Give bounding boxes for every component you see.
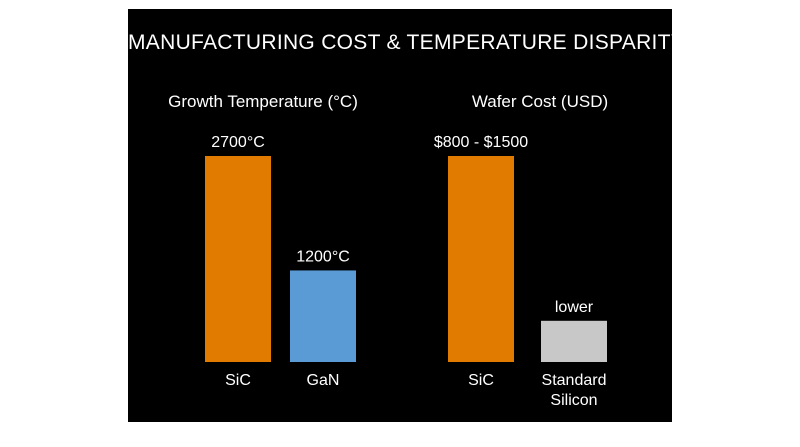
gan-temperature-data-label: 1200°C <box>296 248 350 265</box>
growth-temperature-title: Growth Temperature (°C) <box>168 92 358 111</box>
sic-cost-data-label: $800 - $1500 <box>434 134 528 151</box>
bar-charts: 2700°C SiC 1200°C GaN $800 - $1500 SiC lower St… <box>205 134 607 409</box>
gan-temperature-bar <box>290 270 356 362</box>
sic-temperature-bar <box>205 156 271 362</box>
sic-temperature-data-label: 2700°C <box>211 134 265 151</box>
wafer-cost-title: Wafer Cost (USD) <box>471 92 609 111</box>
silicon-cost-bar <box>541 320 607 362</box>
sic-cost-bar <box>448 156 514 362</box>
silicon-cost-category-label: Standard Silicon <box>542 372 607 409</box>
chart-panel: MANUFACTURING COST & TEMPERATURE DISPARI… <box>128 9 686 422</box>
silicon-cost-data-label: lower <box>555 299 594 316</box>
gan-temperature-category-label: GaN <box>307 372 340 389</box>
chart-title: MANUFACTURING COST & TEMPERATURE DISPARI… <box>128 31 686 54</box>
sic-temperature-category-label: SiC <box>225 372 251 389</box>
sic-cost-category-label: SiC <box>468 372 494 389</box>
